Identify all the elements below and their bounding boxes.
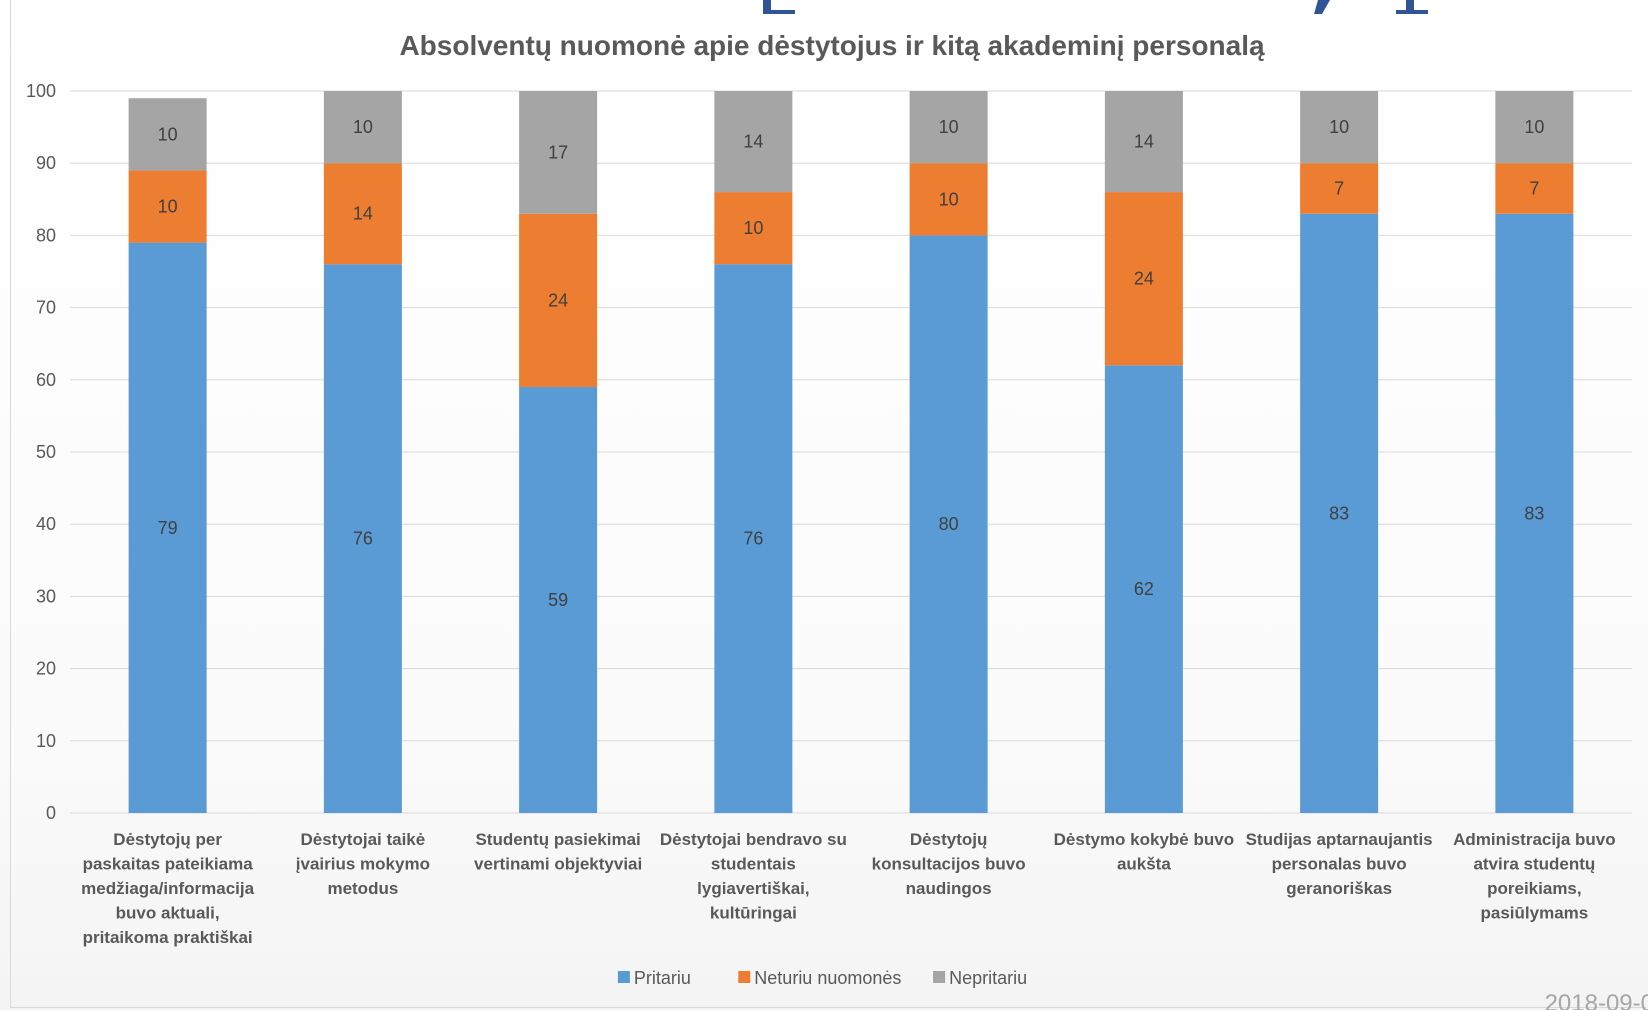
deco-comma	[1314, 0, 1330, 14]
slide-date: 2018-09-0	[1544, 990, 1648, 1010]
data-label: 76	[353, 529, 373, 549]
bar-segment	[714, 91, 793, 193]
y-tick-label: 70	[36, 298, 56, 318]
data-label: 14	[743, 132, 763, 152]
legend-label: Pritariu	[634, 968, 691, 988]
x-category-label: Dėstymo kokybė buvo aukšta	[1054, 830, 1234, 874]
chart-title: Absolventų nuomonė apie dėstytojus ir ki…	[399, 30, 1265, 61]
data-label: 10	[1524, 117, 1544, 137]
data-label: 10	[939, 189, 959, 209]
bar-segment	[909, 91, 988, 164]
bar-segment	[1300, 163, 1379, 214]
x-category-label: Dėstytojai taikė įvairius mokymo metodus	[296, 830, 430, 898]
y-tick-label: 0	[46, 803, 56, 823]
bar-segment	[519, 91, 598, 214]
legend-swatch	[933, 971, 946, 983]
deco-bracket-right-foot	[1396, 10, 1428, 14]
bar-segment	[1104, 91, 1183, 193]
y-axis-ticks: 0 10 20 30 40 50 60 70 80 90 100	[26, 81, 56, 823]
data-label: 10	[158, 124, 178, 144]
bar-segment	[1495, 91, 1574, 164]
x-category-label: Studijas aptarnaujantis personalas buvo ge…	[1246, 830, 1433, 898]
y-tick-label: 30	[36, 586, 56, 606]
chart-frame	[10, 0, 1646, 1008]
deco-bracket-left	[763, 0, 771, 14]
bar-segment	[909, 235, 988, 813]
bars	[128, 91, 1574, 814]
data-label: 7	[1334, 178, 1344, 198]
data-label: 10	[939, 117, 959, 137]
x-category-label: Studentų pasiekimai vertinami objektyviai	[474, 830, 642, 874]
x-category-label: Dėstytojų per paskaitas pateikiama medžiag…	[81, 830, 254, 947]
legend-label: Neturiu nuomonės	[754, 968, 901, 988]
bar-segment	[323, 91, 402, 164]
data-label: 83	[1329, 503, 1349, 523]
x-category-label: Administracija buvo atvira studentų poreik…	[1453, 830, 1615, 923]
data-label: 10	[353, 117, 373, 137]
data-label: 76	[743, 529, 763, 549]
bar-segment	[1300, 91, 1379, 164]
bar-segment	[323, 264, 402, 813]
bar-segment	[1495, 213, 1574, 814]
data-label: 24	[548, 290, 568, 310]
y-tick-label: 80	[36, 225, 56, 245]
bar-segment	[519, 213, 598, 388]
bar-segment	[714, 192, 793, 265]
bar-segment	[519, 387, 598, 813]
slide-decoration	[763, 0, 1428, 14]
legend: Pritariu Neturiu nuomonės Nepritariu	[617, 968, 1027, 988]
y-tick-label: 50	[36, 442, 56, 462]
bar-segment	[714, 264, 793, 813]
gridlines	[70, 90, 1632, 814]
bar-segment	[128, 170, 207, 243]
data-label: 59	[548, 590, 568, 610]
data-label: 24	[1134, 269, 1154, 289]
x-category-label: Dėstytojai bendravo su studentais lygiaver…	[660, 830, 847, 923]
y-tick-label: 10	[36, 731, 56, 751]
y-tick-label: 60	[36, 370, 56, 390]
y-tick-label: 20	[36, 659, 56, 679]
x-axis-categories: Dėstytojų per paskaitas pateikiama medžiag…	[81, 830, 1615, 947]
bar-segment	[1104, 365, 1183, 813]
data-label: 10	[158, 197, 178, 217]
data-label: 10	[1329, 117, 1349, 137]
data-label: 80	[939, 514, 959, 534]
legend-swatch	[617, 971, 630, 983]
deco-bracket-left-foot	[763, 10, 795, 14]
data-labels: 79 10 10 76 14 10 59 24 17 76 10 14 80 10 10 62 24 14 83 7 1…	[158, 117, 1545, 610]
y-tick-label: 40	[36, 514, 56, 534]
bar-segment	[323, 163, 402, 265]
legend-swatch	[738, 971, 751, 983]
data-label: 17	[548, 142, 568, 162]
y-tick-label: 100	[26, 81, 56, 101]
y-tick-label: 90	[36, 153, 56, 173]
legend-label: Nepritariu	[949, 968, 1027, 988]
bar-segment	[909, 163, 988, 236]
data-label: 83	[1524, 503, 1544, 523]
data-label: 7	[1529, 178, 1539, 198]
data-label: 14	[1134, 132, 1154, 152]
bar-segment	[1104, 192, 1183, 366]
bar-segment	[1495, 163, 1574, 214]
bar-segment	[128, 242, 207, 813]
data-label: 62	[1134, 579, 1154, 599]
deco-bracket-right	[1406, 0, 1414, 14]
bar-segment	[128, 98, 207, 171]
bar-segment	[1300, 213, 1379, 814]
data-label: 10	[743, 218, 763, 238]
data-label: 79	[158, 518, 178, 538]
data-label: 14	[353, 204, 373, 224]
x-category-label: Dėstytojų konsultacijos buvo naudingos	[872, 830, 1026, 898]
